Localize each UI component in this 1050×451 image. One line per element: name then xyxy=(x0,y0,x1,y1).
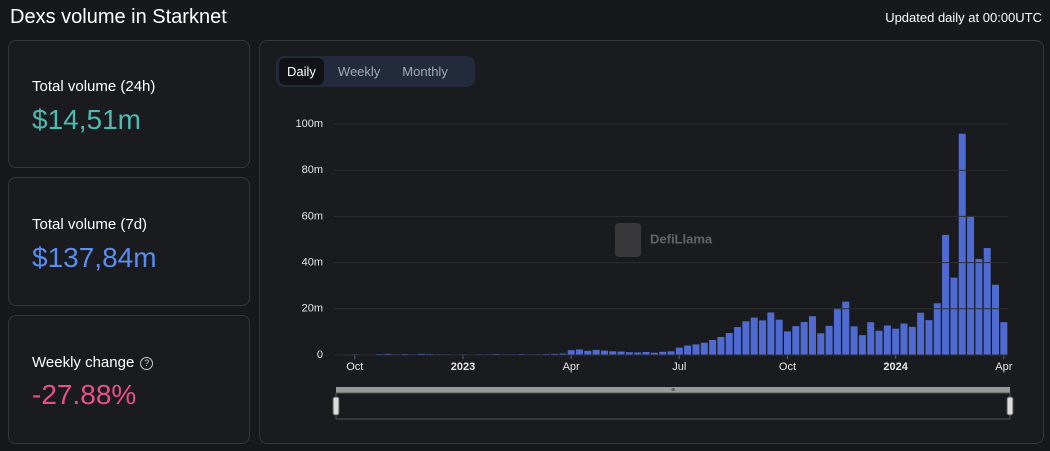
bar xyxy=(759,320,767,355)
bar xyxy=(917,312,925,355)
brush-handle[interactable] xyxy=(332,396,340,416)
bar xyxy=(667,351,675,355)
bar xyxy=(692,344,700,355)
watermark-logo xyxy=(615,223,641,257)
bar xyxy=(842,301,850,355)
x-tick-label: Apr xyxy=(563,361,580,373)
bar xyxy=(675,347,683,355)
help-icon[interactable]: ? xyxy=(140,357,154,370)
bar xyxy=(942,234,950,355)
bar xyxy=(684,345,692,355)
chart: Apr 2024 Oct Jul Apr 2023 Oct 100m 80m 60m 40m 20m 0… xyxy=(295,118,1014,420)
stat-value: -27.88% xyxy=(32,379,137,410)
x-tick-label: Jul xyxy=(672,361,686,373)
bar xyxy=(725,333,733,355)
bar xyxy=(767,312,775,355)
x-tick-label: Oct xyxy=(346,361,363,373)
x-tick-label: 2023 xyxy=(451,361,475,373)
stat-label: Total volume (7d) xyxy=(32,216,148,233)
bar xyxy=(958,133,966,355)
bar xyxy=(659,351,667,355)
bar xyxy=(625,352,633,355)
bar xyxy=(417,353,425,355)
x-tick-label: 2024 xyxy=(883,361,908,373)
stat-card: Total volume (7d) $137,84m xyxy=(8,177,250,306)
bar xyxy=(642,351,650,355)
bar xyxy=(575,349,583,355)
bar xyxy=(775,319,783,355)
x-tick-label: Apr xyxy=(995,361,1012,373)
watermark: DefiLlama xyxy=(615,223,713,257)
bar xyxy=(584,350,592,355)
stat-card: Total volume (24h) $14,51m xyxy=(8,40,250,168)
bar xyxy=(600,350,608,355)
brush: ≡ xyxy=(332,387,1014,420)
tab[interactable]: Monthly xyxy=(402,64,448,79)
stat-label: Weekly change xyxy=(32,354,135,371)
bar xyxy=(734,327,742,355)
y-tick-label: 80m xyxy=(302,164,323,176)
bar xyxy=(925,320,933,355)
bar xyxy=(875,330,883,355)
brush-handle[interactable] xyxy=(1006,396,1014,416)
y-tick-label: 60m xyxy=(302,210,323,222)
bar xyxy=(983,248,991,355)
stat-label-row: Weekly change? xyxy=(32,354,154,371)
stat-card: Weekly change? -27.88% xyxy=(8,315,250,444)
bar xyxy=(800,321,808,355)
bar xyxy=(1000,322,1008,355)
bar xyxy=(609,351,617,355)
bar xyxy=(592,349,600,355)
bar xyxy=(808,316,816,355)
bar xyxy=(384,353,392,355)
bar xyxy=(850,326,858,355)
stat-label: Total volume (24h) xyxy=(32,78,156,95)
bar xyxy=(650,352,658,355)
bar xyxy=(742,321,750,355)
tab[interactable]: Daily xyxy=(279,58,324,85)
bar xyxy=(833,308,841,355)
y-tick-label: 40m xyxy=(302,257,323,269)
tab[interactable]: Weekly xyxy=(337,64,381,79)
bar xyxy=(900,323,908,355)
stat-value: $137,84m xyxy=(32,242,157,273)
bar xyxy=(867,322,875,355)
bar xyxy=(792,326,800,355)
bar xyxy=(933,303,941,355)
bar xyxy=(750,317,758,355)
bar xyxy=(709,339,717,355)
bar xyxy=(950,277,958,355)
y-tick-label: 20m xyxy=(302,303,323,315)
bar xyxy=(567,350,575,355)
bar xyxy=(559,353,567,355)
bar xyxy=(634,352,642,355)
bar xyxy=(783,331,791,355)
x-tick-label: Oct xyxy=(779,361,796,373)
bar xyxy=(975,258,983,355)
bar xyxy=(967,215,975,355)
tab-group: Daily Weekly Monthly xyxy=(276,56,475,87)
brush-area xyxy=(335,392,1011,420)
bar xyxy=(892,328,900,355)
page-title: Dexs volume in Starknet xyxy=(10,6,227,28)
bar xyxy=(617,351,625,355)
bar xyxy=(551,353,559,355)
bar xyxy=(817,333,825,355)
y-tick-label: 100m xyxy=(295,118,323,130)
chart-card: Daily Weekly Monthly Apr 2024 Oct Jul Apr 202… xyxy=(259,40,1044,444)
update-note: Updated daily at 00:00UTC xyxy=(885,10,1042,25)
watermark-text: DefiLlama xyxy=(650,231,713,246)
bar xyxy=(992,284,1000,355)
bar xyxy=(908,326,916,355)
brush-grip: ≡ xyxy=(671,387,675,394)
bar xyxy=(700,342,708,355)
bar xyxy=(825,325,833,355)
brush-bar[interactable] xyxy=(336,387,1010,393)
y-tick-label: 0 xyxy=(317,349,323,361)
bar xyxy=(717,336,725,355)
bar xyxy=(858,335,866,355)
stat-value: $14,51m xyxy=(32,104,141,135)
bar xyxy=(883,325,891,355)
